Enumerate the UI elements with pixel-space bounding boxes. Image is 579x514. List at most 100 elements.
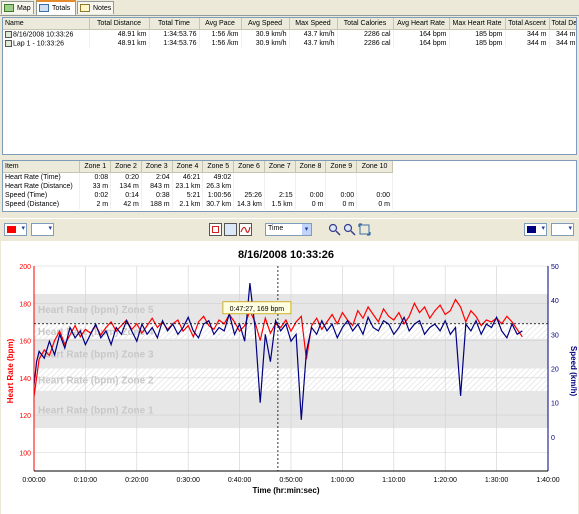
zone-label: Heart Rate (bpm) Zone 4 [38,327,154,338]
table-cell: 0 m [356,200,393,209]
table-row[interactable]: 8/16/2008 10:33:26 48.91 km 1:34:53.76 1:56… [3,29,576,39]
table-cell: 2:15 [264,191,296,200]
table-cell [233,182,265,191]
table-cell: 48.91 km [89,29,150,39]
column-header[interactable]: Total Distance [89,18,150,30]
table-cell: 0:08 [79,172,112,182]
right-series-color-picker[interactable]: ▾ [524,223,547,236]
left-series-color-picker[interactable]: ▾ [4,223,27,236]
table-cell: 188 m [141,200,173,209]
zoom-in-icon[interactable] [328,223,341,236]
column-header[interactable]: Name [3,18,90,30]
column-header[interactable]: Zone 8 [295,161,327,173]
totals-table: Name Total Distance Total Time Avg Pace Avg … [3,18,576,48]
left-series-dropdown[interactable]: ▾ [31,223,54,236]
table-cell: 164 bpm [393,29,450,39]
totals-panel: Name Total Distance Total Time Avg Pace Avg … [2,17,577,155]
column-header[interactable]: Avg Speed [241,18,290,30]
tab-bar: Map Totals Notes [0,0,579,16]
table-cell: 48.91 km [89,39,150,48]
table-cell: 0:00 [295,191,327,200]
column-header[interactable]: Total Ascent [505,18,550,30]
chart-title: 8/16/2008 10:33:26 [238,249,334,261]
x-axis-mode-select[interactable]: Time ▾ [265,223,312,236]
table-row[interactable]: Heart Rate (Time) 0:08 0:20 2:04 46:21 49:02 [3,172,393,182]
tab-map[interactable]: Map [1,1,34,14]
smooth-line-icon[interactable] [239,223,252,236]
column-header[interactable]: Total Calories [337,18,394,30]
table-cell: 0 m [325,200,358,209]
table-cell: 344 m [505,39,550,48]
table-cell: 185 bpm [449,29,506,39]
x-tick-label: 1:30:00 [485,477,508,484]
column-header[interactable]: Item [3,161,81,173]
table-cell: Speed (Distance) [3,200,81,209]
table-cell: 5:21 [172,191,204,200]
chevron-down-icon: ▾ [541,225,545,232]
zoom-out-icon[interactable] [343,223,356,236]
x-tick-label: 0:10:00 [74,477,97,484]
table-cell: 30.9 km/h [241,39,290,48]
heart-rate-speed-chart[interactable]: 8/16/2008 10:33:26 Heart Rate (bpm) Zone… [1,241,578,514]
zones-table: Item Zone 1 Zone 2 Zone 3 Zone 4 Zone 5 Zone 6… [3,161,393,209]
column-header[interactable]: Total Time [149,18,200,30]
column-header[interactable]: Zone 7 [264,161,296,173]
chevron-down-icon: ▾ [21,225,25,232]
chart-toolbar: ▾ ▾ Time ▾ ▾ ▾ [0,218,579,240]
column-header[interactable]: Zone 4 [172,161,204,173]
y-right-tick-label: 50 [551,264,559,271]
table-cell: 344 m [549,29,576,39]
table-cell: 43.7 km/h [289,29,338,39]
table-cell: 1:56 /km [199,29,242,39]
column-header[interactable]: Zone 9 [325,161,358,173]
column-header[interactable]: Zone 6 [233,161,265,173]
column-header[interactable]: Avg Heart Rate [393,18,450,30]
table-row[interactable]: Speed (Distance) 2 m 42 m 188 m 2.1 km 30.7 k… [3,200,393,209]
tab-notes[interactable]: Notes [77,1,114,14]
table-cell: 30.9 km/h [241,29,290,39]
table-cell: 1:34:53.76 [149,29,200,39]
column-header[interactable]: Zone 5 [202,161,235,173]
activity-icon [5,30,12,38]
table-cell: 0:14 [110,191,142,200]
y-left-tick-label: 200 [19,264,31,271]
speed-series-line [33,283,523,420]
splitter-2[interactable] [0,213,579,218]
column-header[interactable]: Zone 10 [356,161,393,173]
column-header[interactable]: Zone 2 [110,161,142,173]
column-header[interactable]: Total Descent [549,18,576,30]
table-cell: Heart Rate (Time) [3,172,81,182]
chart-mode-icon[interactable] [209,223,222,236]
table-cell: 1.5 km [264,200,296,209]
table-row[interactable]: Speed (Time) 0:02 0:14 0:38 5:21 1:00:56 25:26… [3,191,393,200]
x-tick-label: 1:00:00 [331,477,354,484]
table-row[interactable]: Lap 1 - 10:33:26 48.91 km 1:34:53.76 1:56 /… [3,39,576,48]
table-cell: 42 m [110,200,142,209]
x-tick-label: 0:20:00 [125,477,148,484]
chart-split-icon[interactable] [224,223,237,236]
y-right-tick-label: 30 [551,332,559,339]
fit-to-window-icon[interactable] [358,223,371,236]
table-cell: 0 m [295,200,327,209]
table-row[interactable]: Heart Rate (Distance) 33 m 134 m 843 m 23.1 … [3,182,393,191]
column-header[interactable]: Max Heart Rate [449,18,506,30]
table-cell: 46:21 [172,172,204,182]
table-cell: 164 bpm [393,39,450,48]
tab-totals[interactable]: Totals [36,0,76,15]
table-cell: 8/16/2008 10:33:26 [3,29,90,39]
column-header[interactable]: Max Speed [289,18,338,30]
y-left-tick-label: 160 [19,339,31,346]
column-header[interactable]: Zone 1 [79,161,112,173]
table-cell [233,172,265,182]
column-header[interactable]: Avg Pace [199,18,242,30]
column-header[interactable]: Zone 3 [141,161,173,173]
table-cell: Speed (Time) [3,191,81,200]
x-axis-label: Time (hr:min:sec) [253,486,320,495]
tab-notes-label: Notes [93,5,112,12]
table-cell [295,182,327,191]
right-series-dropdown[interactable]: ▾ [551,223,574,236]
x-tick-label: 0:30:00 [177,477,200,484]
splitter[interactable] [0,155,579,159]
y-left-tick-label: 100 [19,450,31,457]
y-right-tick-label: 10 [551,401,559,408]
